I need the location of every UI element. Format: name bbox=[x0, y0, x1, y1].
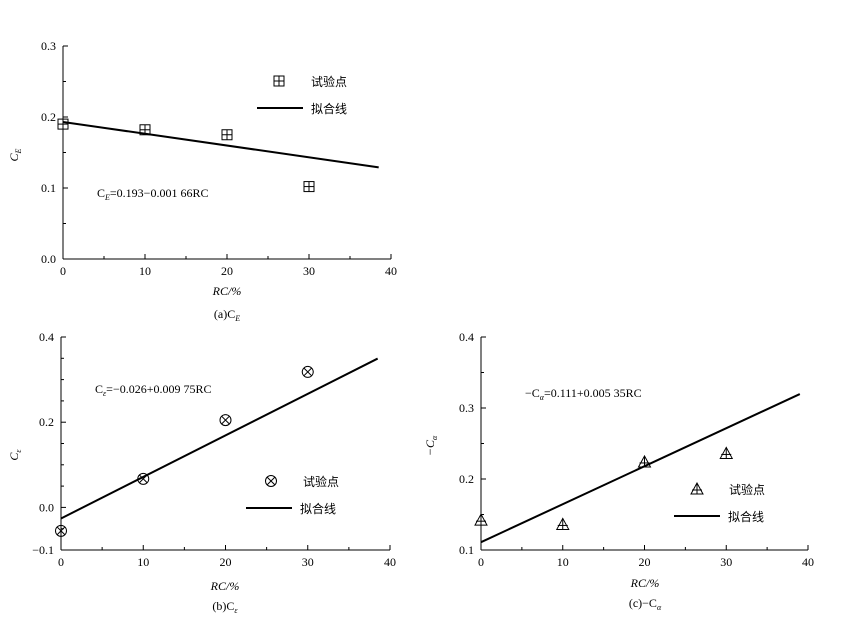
y-tick-label: 0.4 bbox=[459, 330, 474, 344]
y-axis-label-group: −Cα​ bbox=[423, 435, 439, 456]
y-tick-label: 0.4 bbox=[39, 330, 54, 344]
y-axis-label-group: Cε​ bbox=[7, 449, 23, 461]
fit-line bbox=[480, 393, 801, 544]
chart-panel-a: 0 10 20 30 40 0.0 0.1 0.2 0.3 RC/% CE​ CE​=0.193−0.… bbox=[7, 39, 397, 323]
x-tick-label: 20 bbox=[221, 264, 233, 278]
marker-circle bbox=[219, 414, 232, 427]
legend-line-label: 拟合线 bbox=[300, 501, 336, 516]
data-point bbox=[137, 472, 150, 485]
fit-line bbox=[62, 120, 379, 169]
x-tick-label: 20 bbox=[639, 555, 651, 569]
x-tick-label: 0 bbox=[60, 264, 66, 278]
y-axis-label: Cε​ bbox=[7, 449, 23, 461]
data-point bbox=[719, 446, 734, 459]
panel-caption: (a)CE​ bbox=[214, 307, 240, 323]
legend-marker bbox=[265, 475, 277, 487]
y-tick-label: 0.2 bbox=[39, 415, 54, 429]
x-tick-label: 30 bbox=[303, 264, 315, 278]
marker-circle bbox=[55, 524, 67, 537]
fit-equation: CE​=0.193−0.001 66RC bbox=[97, 186, 208, 202]
data-point bbox=[55, 524, 67, 537]
x-tick-label: 0 bbox=[478, 555, 484, 569]
y-tick-label: 0.1 bbox=[459, 543, 474, 557]
x-tick-label: 10 bbox=[137, 555, 149, 569]
x-tick-label: 40 bbox=[384, 555, 396, 569]
panel-caption: (b)Cε​ bbox=[212, 599, 238, 615]
x-axis-label: RC/% bbox=[210, 579, 240, 593]
y-tick-label: 0.1 bbox=[41, 181, 56, 195]
x-tick-label: 40 bbox=[802, 555, 814, 569]
chart-panel-b: 0 10 20 30 40 −0.1 0.0 0.2 0.4 RC/% Cε​ Cε​=−0.026+… bbox=[7, 330, 396, 615]
data-point bbox=[221, 129, 233, 141]
marker-x2 bbox=[56, 526, 66, 536]
fit-line bbox=[60, 357, 379, 520]
y-tick-label: 0.2 bbox=[41, 110, 56, 124]
y-tick-label: 0.0 bbox=[41, 252, 56, 266]
marker-x2 bbox=[266, 476, 276, 486]
fit-equation: −Cα​=0.111+0.005 35RC bbox=[525, 386, 642, 402]
y-tick-label: 0.3 bbox=[41, 39, 56, 53]
y-tick-label: 0.3 bbox=[459, 401, 474, 415]
chart-panel-c: 0 10 20 30 40 0.1 0.2 0.3 0.4 RC/% −Cα​ −Cα​=0.111+… bbox=[423, 330, 814, 612]
x-tick-label: 30 bbox=[302, 555, 314, 569]
data-point bbox=[637, 454, 652, 468]
data-point bbox=[474, 513, 488, 526]
marker-circle bbox=[137, 472, 150, 485]
marker-circle bbox=[301, 365, 314, 378]
legend-line-label: 拟合线 bbox=[728, 509, 764, 524]
legend-marker-label: 试验点 bbox=[729, 482, 765, 497]
x-tick-label: 30 bbox=[720, 555, 732, 569]
panel-caption: (c)−Cα​ bbox=[629, 596, 662, 612]
legend-marker-label: 试验点 bbox=[311, 74, 347, 89]
legend-line-label: 拟合线 bbox=[311, 101, 347, 116]
legend-marker bbox=[273, 75, 285, 87]
x-axis-label: RC/% bbox=[212, 284, 242, 298]
y-axis-label: CE​ bbox=[7, 148, 23, 161]
x-tick-label: 10 bbox=[557, 555, 569, 569]
x-tick-label: 10 bbox=[139, 264, 151, 278]
data-point bbox=[219, 414, 232, 427]
y-tick-label: 0.0 bbox=[39, 500, 54, 514]
legend-marker bbox=[690, 481, 704, 495]
marker-x2 bbox=[221, 415, 230, 425]
marker-x2 bbox=[138, 474, 148, 484]
x-axis-label: RC/% bbox=[630, 576, 660, 590]
marker-x2 bbox=[303, 367, 313, 377]
fit-equation: Cε​=−0.026+0.009 75RC bbox=[95, 382, 211, 398]
x-tick-label: 40 bbox=[385, 264, 397, 278]
y-axis-label: −Cα​ bbox=[423, 435, 439, 456]
data-point bbox=[301, 365, 314, 378]
y-tick-label: 0.2 bbox=[459, 472, 474, 486]
y-axis-label-group: CE​ bbox=[7, 148, 23, 161]
x-tick-label: 20 bbox=[220, 555, 232, 569]
data-point bbox=[139, 124, 151, 136]
marker-circle bbox=[265, 475, 277, 487]
data-point bbox=[303, 181, 315, 193]
legend-marker-label: 试验点 bbox=[303, 474, 339, 489]
data-point bbox=[57, 118, 69, 130]
data-point bbox=[555, 517, 570, 530]
x-tick-label: 0 bbox=[58, 555, 64, 569]
y-tick-label: −0.1 bbox=[32, 543, 54, 557]
